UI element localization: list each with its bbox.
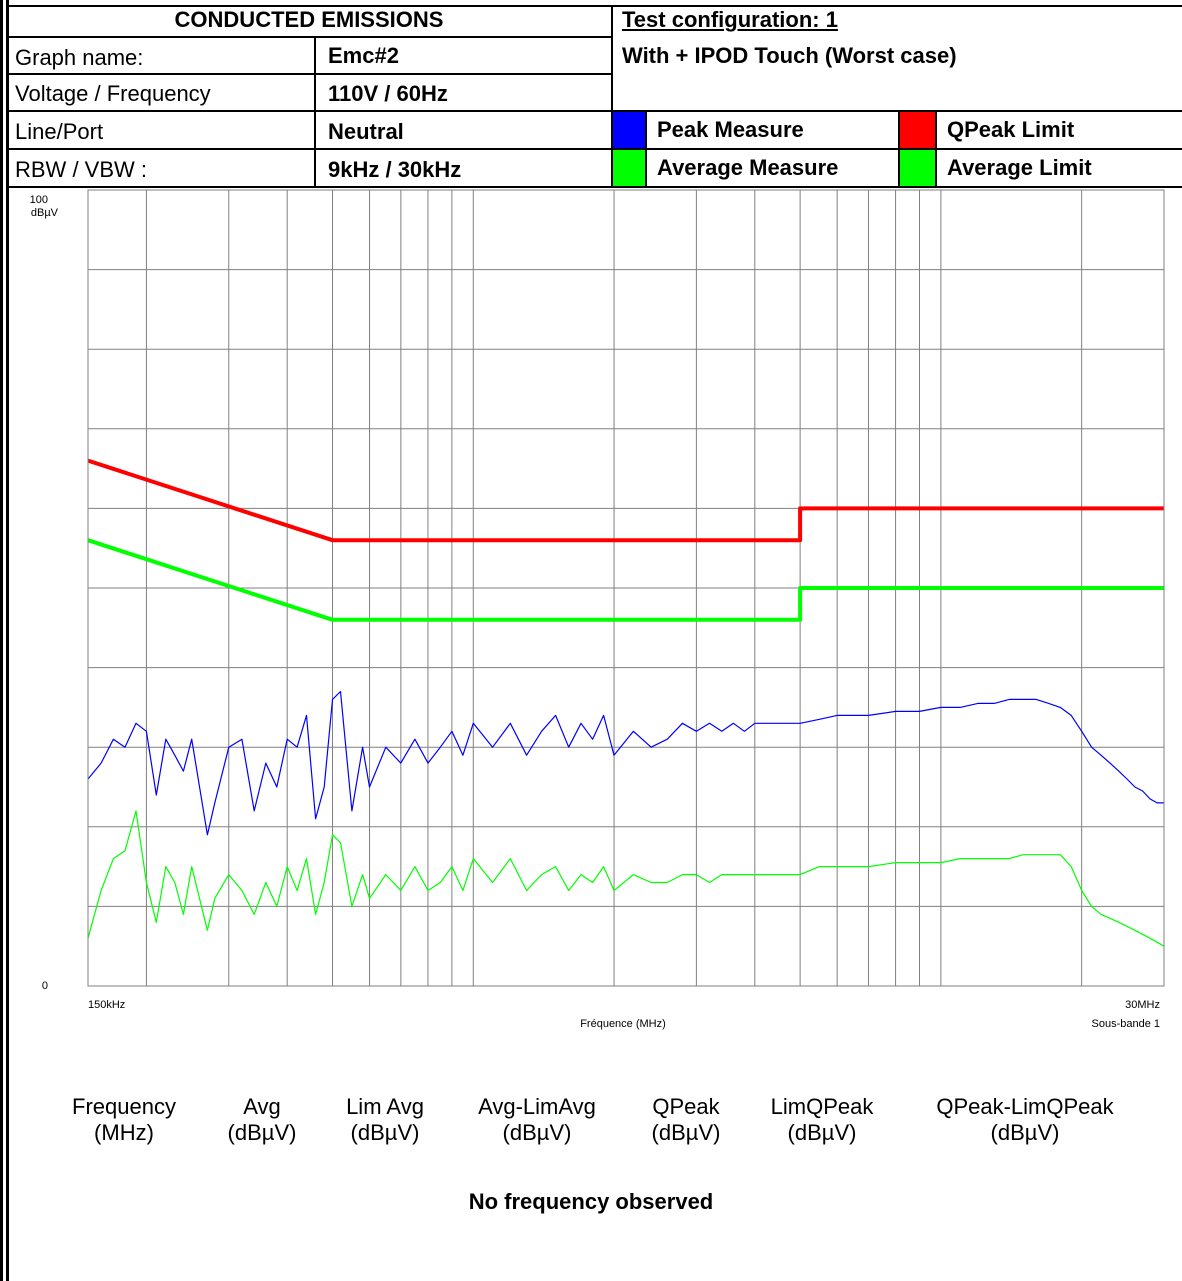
legend-swatch-peak <box>613 112 645 148</box>
legend-label-qpeak-limit: QPeak Limit <box>947 118 1075 142</box>
col-qpeak-limqpeak: QPeak-LimQPeak (dBµV) <box>936 1094 1114 1145</box>
left-border-inner <box>6 0 9 1281</box>
empty-message: No frequency observed <box>468 1190 714 1214</box>
voltage-value: 110V / 60Hz <box>328 82 448 106</box>
y-bottom-label: 0 <box>42 980 48 992</box>
header-rule <box>935 110 937 188</box>
x-min-label: 150kHz <box>88 999 125 1011</box>
x-axis-label: Fréquence (MHz) <box>580 1018 666 1030</box>
line-label: Line/Port <box>15 120 104 144</box>
test-description: With + IPOD Touch (Worst case) <box>622 44 957 68</box>
chart-series <box>87 458 1165 947</box>
emissions-chart: 100 dBµV 0 150kHz 30MHz Fréquence (MHz) … <box>30 189 1165 1030</box>
legend-label-peak: Peak Measure <box>657 118 804 142</box>
left-border <box>0 0 3 1281</box>
legend-swatch-average <box>613 150 645 186</box>
legend-label-average-limit: Average Limit <box>947 156 1092 180</box>
subband-label: Sous-bande 1 <box>1092 1018 1161 1030</box>
header-rule <box>6 186 1182 188</box>
chart-grid <box>88 190 1164 986</box>
graph-name-value: Emc#2 <box>328 44 399 68</box>
line-value: Neutral <box>328 120 404 144</box>
header-rule <box>898 110 900 188</box>
col-lim-avg: Lim Avg (dBµV) <box>346 1094 424 1145</box>
series-peak-measure <box>87 690 1164 836</box>
header-rule <box>6 73 612 75</box>
header-rule <box>6 110 1182 112</box>
graph-name-label: Graph name: <box>15 46 144 70</box>
test-config: Test configuration: 1 <box>622 8 838 32</box>
legend-swatch-average-limit <box>900 150 935 186</box>
col-avg: Avg (dBµV) <box>227 1094 297 1145</box>
col-frequency: Frequency (MHz) <box>72 1094 176 1145</box>
series-average-limit <box>87 538 1164 622</box>
col-limqpeak: LimQPeak (dBµV) <box>770 1094 874 1145</box>
legend-swatch-qpeak-limit <box>900 112 935 148</box>
header-rule <box>6 5 1182 7</box>
header-rule <box>645 110 647 188</box>
page-title: CONDUCTED EMISSIONS <box>174 8 444 32</box>
series-qpeak-limit <box>87 458 1164 543</box>
header-rule <box>6 36 612 38</box>
x-max-label: 30MHz <box>1125 999 1160 1011</box>
col-qpeak: QPeak (dBµV) <box>651 1094 721 1145</box>
col-avg-limavg: Avg-LimAvg (dBµV) <box>478 1094 596 1145</box>
plot-frame <box>87 189 1165 987</box>
legend-label-average: Average Measure <box>657 156 839 180</box>
header-rule <box>611 5 613 188</box>
series-average-measure <box>87 810 1165 947</box>
y-top-label: 100 <box>30 194 48 206</box>
header-rule <box>6 148 1182 150</box>
rbw-label: RBW / VBW : <box>15 158 147 182</box>
y-axis-unit: dBµV <box>31 207 59 219</box>
voltage-label: Voltage / Frequency <box>15 82 211 106</box>
rbw-value: 9kHz / 30kHz <box>328 158 462 182</box>
header-rule <box>314 36 316 188</box>
